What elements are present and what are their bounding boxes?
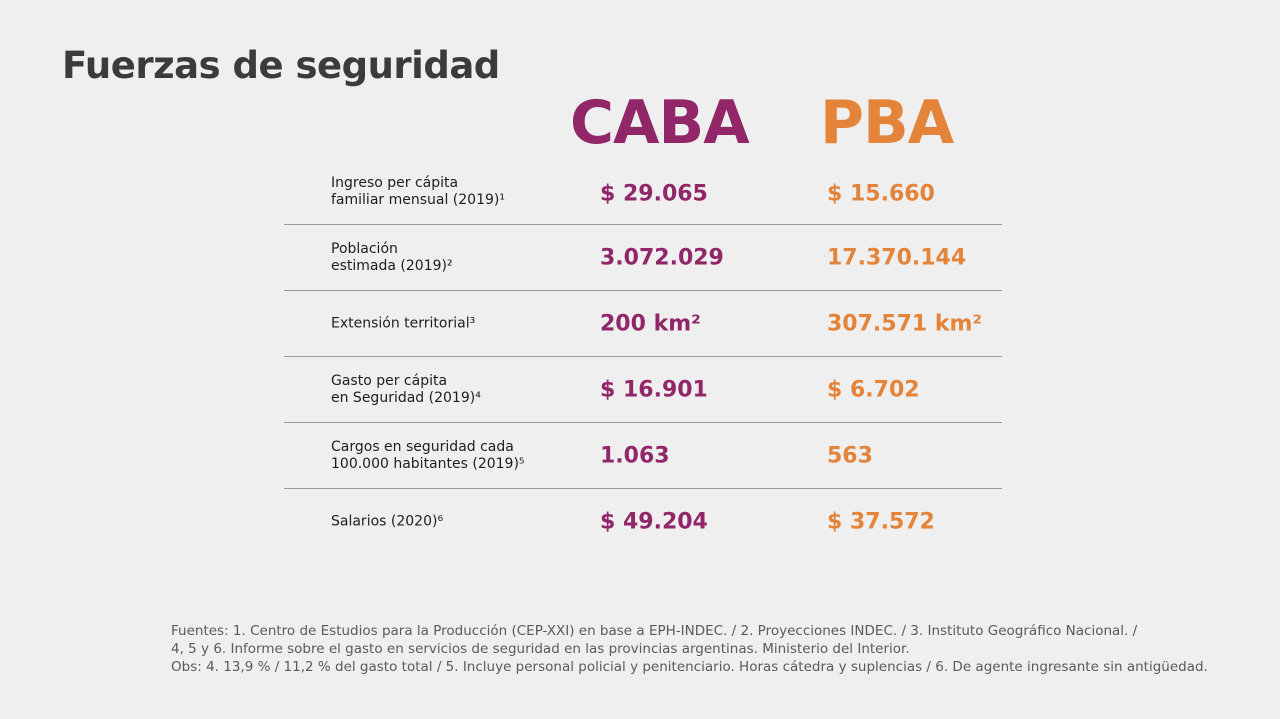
pba-value: $ 6.702 <box>827 377 920 402</box>
pba-value: 307.571 km² <box>827 311 983 336</box>
row-label: Cargos en seguridad cada 100.000 habitan… <box>331 438 525 472</box>
table-row: Gasto per cápita en Seguridad (2019)⁴ $ … <box>284 357 1002 423</box>
pba-value: $ 37.572 <box>827 509 935 534</box>
caba-value: 3.072.029 <box>600 245 724 270</box>
table-row: Extensión territorial³ 200 km² 307.571 k… <box>284 291 1002 357</box>
column-header-pba: PBA <box>820 88 954 158</box>
row-label: Gasto per cápita en Seguridad (2019)⁴ <box>331 372 481 406</box>
column-header-caba: CABA <box>570 88 750 158</box>
pba-value: 17.370.144 <box>827 245 967 270</box>
pba-value: $ 15.660 <box>827 181 935 206</box>
pba-value: 563 <box>827 443 873 468</box>
caba-value: 200 km² <box>600 311 701 336</box>
table-row: Ingreso per cápita familiar mensual (201… <box>284 159 1002 225</box>
caba-value: $ 16.901 <box>600 377 708 402</box>
caba-value: $ 49.204 <box>600 509 708 534</box>
row-label: Ingreso per cápita familiar mensual (201… <box>331 174 505 208</box>
footer-line: 4, 5 y 6. Informe sobre el gasto en serv… <box>171 641 910 657</box>
table-row: Cargos en seguridad cada 100.000 habitan… <box>284 423 1002 489</box>
row-label: Población estimada (2019)² <box>331 240 453 274</box>
footer-sources: Fuentes: 1. Centro de Estudios para la P… <box>171 622 1231 676</box>
page-title: Fuerzas de seguridad <box>62 44 500 87</box>
table-row: Salarios (2020)⁶ $ 49.204 $ 37.572 <box>284 489 1002 554</box>
footer-line: Obs: 4. 13,9 % / 11,2 % del gasto total … <box>171 659 1208 675</box>
footer-line: Fuentes: 1. Centro de Estudios para la P… <box>171 623 1138 639</box>
comparison-table: Ingreso per cápita familiar mensual (201… <box>284 159 1002 554</box>
caba-value: $ 29.065 <box>600 181 708 206</box>
row-label: Extensión territorial³ <box>331 315 476 331</box>
table-row: Población estimada (2019)² 3.072.029 17.… <box>284 225 1002 291</box>
row-label: Salarios (2020)⁶ <box>331 513 444 529</box>
caba-value: 1.063 <box>600 443 670 468</box>
